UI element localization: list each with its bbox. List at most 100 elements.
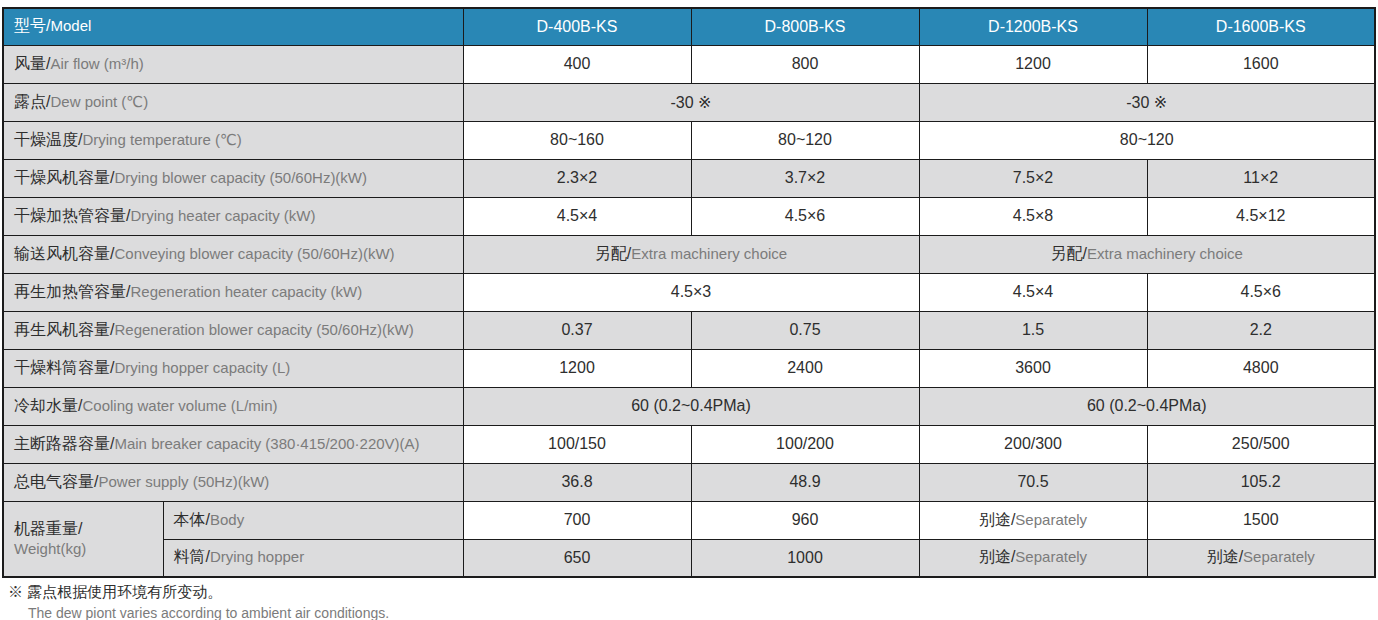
spec-value: 1500 <box>1147 501 1375 539</box>
spec-value: 105.2 <box>1147 463 1375 501</box>
weight-group-label-zh: 机器重量/ <box>14 519 162 540</box>
spec-value: 650 <box>463 539 691 577</box>
row-label: 干燥温度/Drying temperature (℃) <box>3 121 463 159</box>
row-label-en: Drying hopper capacity (L) <box>114 359 290 376</box>
spec-value: 4.5×4 <box>463 197 691 235</box>
row-label: 露点/Dew point (℃) <box>3 83 463 121</box>
spec-value: 另配/Extra machinery choice <box>463 235 919 273</box>
model-header: D-1200B-KS <box>919 8 1147 45</box>
weight-sub-label-en: Drying hopper <box>210 548 304 565</box>
spec-value: 48.9 <box>691 463 919 501</box>
row-label-zh: 输送风机容量/ <box>14 245 114 262</box>
model-header: D-1600B-KS <box>1147 8 1375 45</box>
page: 型号/Model D-400B-KS D-800B-KS D-1200B-KS … <box>0 0 1378 620</box>
table-row-dew-point: 露点/Dew point (℃) -30 ※ -30 ※ <box>3 83 1375 121</box>
header-row: 型号/Model D-400B-KS D-800B-KS D-1200B-KS … <box>3 8 1375 45</box>
spec-value: 1200 <box>463 349 691 387</box>
spec-value: 400 <box>463 45 691 83</box>
table-row-main-breaker: 主断路器容量/Main breaker capacity (380·415/20… <box>3 425 1375 463</box>
spec-value: 4.5×8 <box>919 197 1147 235</box>
spec-value: 3.7×2 <box>691 159 919 197</box>
spec-value: 2400 <box>691 349 919 387</box>
spec-value: 700 <box>463 501 691 539</box>
table-row-cooling-water: 冷却水量/Cooling water volume (L/min) 60 (0.… <box>3 387 1375 425</box>
model-header: D-400B-KS <box>463 8 691 45</box>
spec-value: 960 <box>691 501 919 539</box>
spec-value: 7.5×2 <box>919 159 1147 197</box>
spec-value: 0.37 <box>463 311 691 349</box>
spec-value: 1600 <box>1147 45 1375 83</box>
spec-value: 4.5×6 <box>691 197 919 235</box>
spec-value: 别途/Separately <box>919 539 1147 577</box>
row-label-en: Cooling water volume (L/min) <box>82 397 277 414</box>
spec-value: 4.5×3 <box>463 273 919 311</box>
spec-value: 60 (0.2~0.4PMa) <box>463 387 919 425</box>
weight-sub-label-en: Body <box>210 511 244 528</box>
footnote-line-en: The dew piont varies according to ambien… <box>28 605 1375 620</box>
weight-sub-label: 料筒/Drying hopper <box>163 539 463 577</box>
model-header: D-800B-KS <box>691 8 919 45</box>
row-label-zh: 干燥温度/ <box>14 131 82 148</box>
row-label: 输送风机容量/Conveying blower capacity (50/60H… <box>3 235 463 273</box>
table-row-regeneration-blower: 再生风机容量/Regeneration blower capacity (50/… <box>3 311 1375 349</box>
row-label-en: Drying temperature (℃) <box>82 131 241 148</box>
spec-value-zh: 别途/ <box>979 511 1015 528</box>
model-header-label-zh: 型号/ <box>14 17 50 34</box>
row-label-en: Dew point (℃) <box>50 93 148 110</box>
spec-value: 70.5 <box>919 463 1147 501</box>
row-label-zh: 冷却水量/ <box>14 397 82 414</box>
row-label: 主断路器容量/Main breaker capacity (380·415/20… <box>3 425 463 463</box>
spec-value: -30 ※ <box>919 83 1375 121</box>
row-label: 再生加热管容量/Regeneration heater capacity (kW… <box>3 273 463 311</box>
table-row-drying-hopper: 干燥料筒容量/Drying hopper capacity (L) 1200 2… <box>3 349 1375 387</box>
spec-value: 11×2 <box>1147 159 1375 197</box>
spec-value: 另配/Extra machinery choice <box>919 235 1375 273</box>
row-label: 再生风机容量/Regeneration blower capacity (50/… <box>3 311 463 349</box>
spec-value-zh: 另配/ <box>1051 245 1087 262</box>
weight-group-label: 机器重量/Weight(kg) <box>3 501 163 577</box>
row-label: 总电气容量/Power supply (50Hz)(kW) <box>3 463 463 501</box>
spec-value: 200/300 <box>919 425 1147 463</box>
spec-value-en: Separately <box>1015 548 1087 565</box>
footnote-line-zh: ※ 露点根据使用环境有所变动。 <box>8 583 1375 602</box>
table-row-regeneration-heater: 再生加热管容量/Regeneration heater capacity (kW… <box>3 273 1375 311</box>
row-label-en: Conveying blower capacity (50/60Hz)(kW) <box>114 245 394 262</box>
spec-value: 36.8 <box>463 463 691 501</box>
spec-value-en: Separately <box>1015 511 1087 528</box>
table-row-drying-blower: 干燥风机容量/Drying blower capacity (50/60Hz)(… <box>3 159 1375 197</box>
row-label-zh: 干燥风机容量/ <box>14 169 114 186</box>
spec-value: 1200 <box>919 45 1147 83</box>
row-label: 干燥料筒容量/Drying hopper capacity (L) <box>3 349 463 387</box>
row-label-zh: 总电气容量/ <box>14 473 98 490</box>
row-label-en: Power supply (50Hz)(kW) <box>98 473 269 490</box>
spec-value: 100/200 <box>691 425 919 463</box>
spec-value: 4.5×12 <box>1147 197 1375 235</box>
spec-value-en: Separately <box>1243 548 1315 565</box>
spec-value: 3600 <box>919 349 1147 387</box>
spec-value: 别途/Separately <box>919 501 1147 539</box>
spec-value-zh: 另配/ <box>595 245 631 262</box>
spec-value: 800 <box>691 45 919 83</box>
spec-value: 80~120 <box>919 121 1375 159</box>
weight-sub-label: 本体/Body <box>163 501 463 539</box>
spec-value: 60 (0.2~0.4PMa) <box>919 387 1375 425</box>
spec-value: 2.3×2 <box>463 159 691 197</box>
row-label-zh: 干燥料筒容量/ <box>14 359 114 376</box>
model-header-label: 型号/Model <box>3 8 463 45</box>
spec-value: 80~160 <box>463 121 691 159</box>
weight-group-label-en: Weight(kg) <box>14 539 162 559</box>
spec-table: 型号/Model D-400B-KS D-800B-KS D-1200B-KS … <box>2 7 1376 578</box>
row-label-en: Drying heater capacity (kW) <box>130 207 315 224</box>
spec-value: 别途/Separately <box>1147 539 1375 577</box>
table-row-weight-body: 机器重量/Weight(kg) 本体/Body 700 960 别途/Separ… <box>3 501 1375 539</box>
spec-value-zh: 别途/ <box>979 548 1015 565</box>
row-label-zh: 再生加热管容量/ <box>14 283 130 300</box>
table-row-conveying-blower: 输送风机容量/Conveying blower capacity (50/60H… <box>3 235 1375 273</box>
spec-value: 80~120 <box>691 121 919 159</box>
footnote: ※ 露点根据使用环境有所变动。 The dew piont varies acc… <box>8 583 1375 620</box>
row-label: 风量/Air flow (m³/h) <box>3 45 463 83</box>
spec-value: 2.2 <box>1147 311 1375 349</box>
row-label: 干燥加热管容量/Drying heater capacity (kW) <box>3 197 463 235</box>
weight-sub-label-zh: 料筒/ <box>174 548 210 565</box>
table-row-drying-heater: 干燥加热管容量/Drying heater capacity (kW) 4.5×… <box>3 197 1375 235</box>
